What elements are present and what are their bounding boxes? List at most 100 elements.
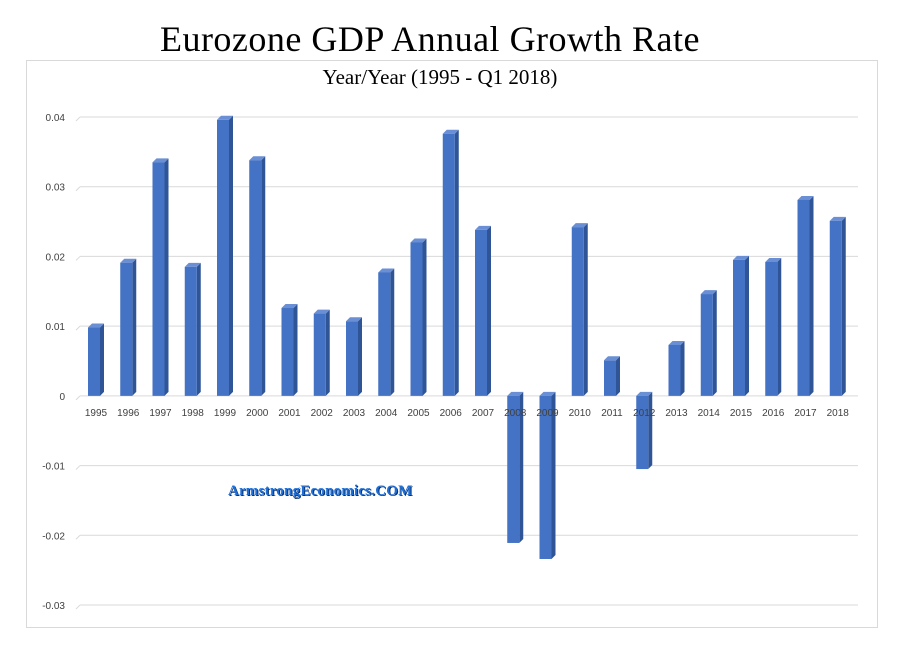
- bar-top-2016: [765, 258, 782, 263]
- bar-2009: [539, 395, 552, 559]
- y-tick-label: 0.04: [46, 113, 66, 124]
- bar-2001: [281, 308, 294, 396]
- y-tick-label: 0.02: [46, 252, 66, 263]
- bar-1997: [152, 162, 165, 396]
- x-tick-label: 2013: [665, 408, 688, 419]
- x-tick-label: 2010: [569, 408, 592, 419]
- watermark-text: ArmstrongEconomics.COM: [228, 483, 413, 499]
- bar-2011: [604, 360, 616, 396]
- bar-2006: [442, 133, 455, 396]
- x-tick-label: 2009: [536, 408, 559, 419]
- x-tick-label: 2018: [827, 408, 850, 419]
- bar-top-2017: [797, 195, 814, 200]
- bar-side-2014: [712, 290, 717, 396]
- x-tick-label: 2004: [375, 408, 398, 419]
- bar-top-2011: [604, 356, 620, 361]
- bar-side-2017: [809, 195, 814, 396]
- bar-top-2015: [733, 255, 749, 260]
- gridline-edge: [75, 534, 81, 540]
- bar-2004: [378, 272, 391, 396]
- gridline-edge: [75, 256, 81, 261]
- bar-top-2004: [378, 268, 395, 273]
- x-tick-label: 2014: [698, 408, 721, 419]
- bar-side-2016: [777, 258, 782, 396]
- gridline-edge: [75, 186, 81, 192]
- bar-top-2003: [346, 317, 362, 322]
- bar-side-2006: [454, 129, 459, 396]
- x-tick-label: 1997: [149, 408, 172, 419]
- bar-top-2005: [410, 238, 427, 243]
- bar-2014: [700, 294, 713, 396]
- bar-top-2013: [668, 340, 685, 345]
- x-tick-label: 2016: [762, 408, 785, 419]
- bar-side-2004: [390, 268, 395, 396]
- bar-2013: [668, 344, 681, 396]
- bar-2015: [733, 259, 745, 396]
- bar-top-2018: [829, 216, 846, 221]
- x-tick-label: 2000: [246, 408, 269, 419]
- bar-side-1995: [100, 323, 104, 396]
- bar-2003: [346, 321, 358, 396]
- bar-top-1996: [120, 258, 137, 263]
- bar-top-2014: [700, 290, 717, 295]
- y-tick-label: 0: [59, 392, 65, 403]
- x-tick-label: 2008: [504, 408, 527, 419]
- bar-2007: [475, 229, 487, 396]
- bar-2008: [507, 395, 520, 543]
- bar-side-1996: [132, 258, 137, 396]
- gridline-edge: [75, 395, 81, 401]
- bar-side-2015: [745, 255, 749, 396]
- bar-side-2005: [422, 238, 427, 396]
- gridline-edge: [75, 465, 81, 470]
- x-tick-label: 2006: [440, 408, 463, 419]
- bar-1995: [88, 327, 100, 396]
- bar-side-2000: [261, 156, 266, 396]
- x-tick-label: 1995: [85, 408, 108, 419]
- bar-side-2008: [519, 391, 524, 543]
- bar-side-2011: [616, 356, 620, 396]
- y-tick-label: -0.02: [42, 531, 65, 542]
- bar-2016: [765, 262, 778, 396]
- bar-side-2013: [680, 340, 685, 396]
- bar-2005: [410, 242, 423, 396]
- bar-top-1999: [217, 115, 233, 120]
- bar-top-1997: [152, 158, 169, 163]
- x-tick-label: 1999: [214, 408, 237, 419]
- bar-1999: [217, 119, 229, 396]
- bar-side-2003: [358, 317, 362, 396]
- bar-2012: [636, 395, 649, 470]
- bar-side-2009: [551, 391, 556, 559]
- bar-side-2001: [293, 304, 298, 396]
- gridline-edge: [75, 325, 81, 331]
- bar-top-2012: [636, 391, 653, 396]
- gridline-edge: [75, 604, 81, 610]
- x-tick-label: 2015: [730, 408, 753, 419]
- bar-2010: [571, 227, 584, 396]
- gridline-edge: [75, 116, 81, 122]
- y-tick-label: 0.01: [46, 322, 66, 333]
- x-tick-label: 2005: [407, 408, 430, 419]
- bar-top-2006: [442, 129, 459, 134]
- bar-top-2002: [313, 309, 330, 314]
- bar-2000: [249, 160, 262, 396]
- x-tick-label: 2012: [633, 408, 656, 419]
- bar-1998: [184, 266, 197, 396]
- bar-top-2007: [475, 225, 491, 230]
- bar-side-2018: [841, 216, 846, 396]
- bar-side-2007: [487, 225, 491, 396]
- bar-1996: [120, 262, 133, 396]
- bar-top-1995: [88, 323, 104, 328]
- bar-side-1998: [196, 262, 201, 396]
- bar-side-2002: [325, 309, 330, 396]
- bar-top-1998: [184, 262, 201, 267]
- page-title: Eurozone GDP Annual Growth Rate: [159, 19, 701, 59]
- y-tick-label: -0.03: [42, 601, 65, 612]
- bar-top-2010: [571, 223, 588, 228]
- bar-side-2010: [583, 223, 588, 396]
- bar-top-2000: [249, 156, 266, 161]
- bar-2002: [313, 313, 326, 396]
- x-tick-label: 1996: [117, 408, 140, 419]
- bar-top-2008: [507, 391, 524, 396]
- chart-title: Year/Year (1995 - Q1 2018): [322, 65, 558, 89]
